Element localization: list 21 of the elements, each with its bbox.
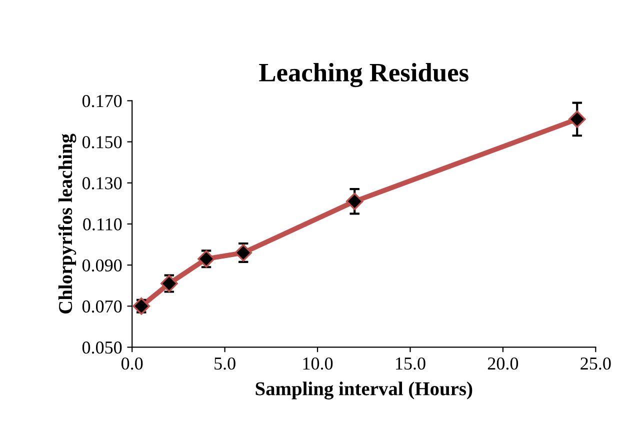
y-tick-label: 0.090 xyxy=(82,259,122,272)
x-tick-label: 15.0 xyxy=(396,357,426,370)
x-axis-title: Sampling interval (Hours) xyxy=(256,382,472,400)
y-axis-title: Chlorpyrifos leaching xyxy=(58,134,76,314)
y-tick-label: 0.170 xyxy=(82,94,122,108)
y-tick-label: 0.150 xyxy=(82,136,122,148)
point xyxy=(132,297,150,315)
x-tick-label: 10.0 xyxy=(303,357,333,370)
x-tick-label: 5.0 xyxy=(214,357,236,370)
y-tick-label: 0.050 xyxy=(82,341,122,354)
x-tick-label: 0.0 xyxy=(121,357,143,370)
point xyxy=(568,110,586,128)
y-tick-label: 0.110 xyxy=(83,218,122,230)
y-tick-label: 0.070 xyxy=(82,300,122,313)
y-tick-label: 0.130 xyxy=(82,177,122,190)
point xyxy=(160,274,178,292)
x-tick-label: 25.0 xyxy=(580,357,611,370)
point xyxy=(234,244,252,262)
x-tick-label: 20.0 xyxy=(488,357,518,370)
point xyxy=(346,192,364,210)
chart-title: Leaching Residues xyxy=(259,62,468,88)
